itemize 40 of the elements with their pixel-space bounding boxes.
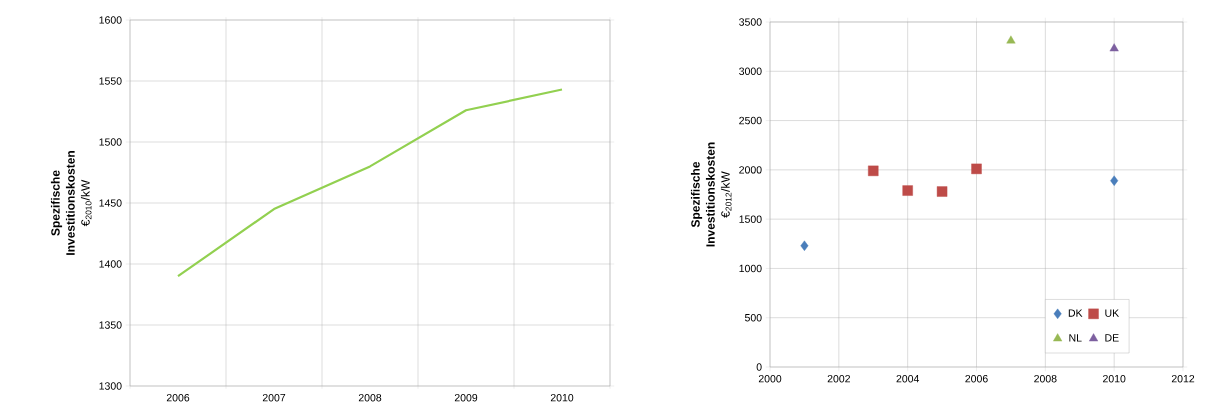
y-tick-label: 1550 xyxy=(99,77,122,85)
x-tick-label: 2009 xyxy=(454,393,478,402)
y-tick-label: 2500 xyxy=(739,116,762,125)
y-tick-label: 1500 xyxy=(99,138,122,146)
y-tick-label: 1350 xyxy=(99,321,122,329)
y-tick-label: 1500 xyxy=(739,215,762,223)
point xyxy=(936,186,948,197)
x-tick-label: 2006 xyxy=(965,374,988,383)
line-series xyxy=(176,88,564,278)
y-tick-label: 1450 xyxy=(99,199,122,207)
x-tick-label: 2006 xyxy=(166,393,190,402)
x-tick-label: 2010 xyxy=(1103,374,1126,383)
point xyxy=(868,165,879,177)
x-tick-label: 2008 xyxy=(358,393,382,402)
x-tick-label: 2007 xyxy=(262,393,286,402)
y-tick-label: 2000 xyxy=(739,166,762,174)
y-tick-label: 3000 xyxy=(739,67,762,76)
point xyxy=(971,163,982,175)
x-tick-label: 2008 xyxy=(1034,374,1057,383)
point xyxy=(1109,43,1119,52)
point xyxy=(1006,35,1016,44)
point xyxy=(902,185,913,196)
y-tick-label: 0 xyxy=(756,363,762,371)
x-tick-label: 2010 xyxy=(550,393,574,402)
point xyxy=(1110,175,1119,186)
x-tick-label: 2012 xyxy=(1171,374,1195,383)
y-tick-label: 1000 xyxy=(739,264,762,273)
y-tick-label: 500 xyxy=(744,314,762,322)
y-tick-label: 1400 xyxy=(99,260,122,268)
y-tick-label: 1600 xyxy=(99,16,122,24)
legend-label: DE xyxy=(1105,334,1119,342)
x-tick-label: 2000 xyxy=(758,374,782,383)
legend-label: NL xyxy=(1069,334,1082,342)
y-tick-label: 1300 xyxy=(99,382,122,390)
legend-label: UK xyxy=(1105,309,1120,317)
legend-label: DK xyxy=(1068,309,1083,317)
point xyxy=(800,240,809,251)
x-tick-label: 2004 xyxy=(896,374,920,383)
x-tick-label: 2002 xyxy=(827,374,850,383)
y-tick-label: 3500 xyxy=(739,18,762,26)
